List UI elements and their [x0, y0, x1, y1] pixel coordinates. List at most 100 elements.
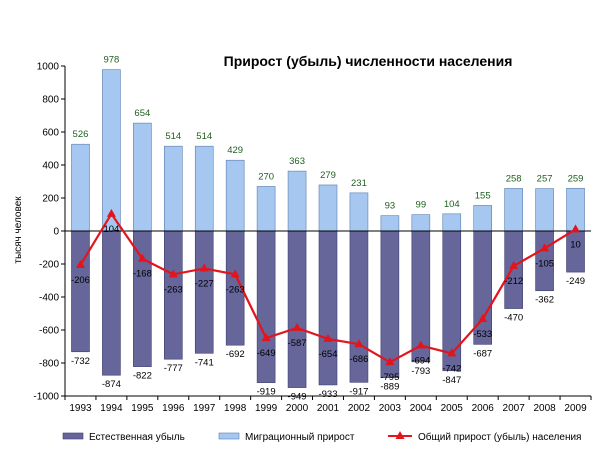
natural-decline-bar — [287, 230, 307, 388]
natural-decline-bar — [71, 230, 90, 353]
migration-bar — [504, 188, 523, 232]
natural-decline-data-label: -847 — [442, 375, 461, 386]
chart-title: Прирост (убыль) численности населения — [224, 53, 513, 69]
x-tick-label: 2004 — [410, 403, 433, 414]
total-growth-point — [540, 243, 550, 252]
migration-data-label: 258 — [506, 173, 522, 184]
migration-data-label: 231 — [351, 178, 367, 189]
x-tick-label: 2003 — [379, 403, 402, 414]
total-growth-point — [447, 348, 457, 357]
total-growth-point — [354, 339, 364, 348]
natural-decline-data-label: -822 — [133, 371, 152, 382]
natural-decline-data-label: -949 — [288, 392, 307, 403]
legend-swatch-migration — [218, 432, 240, 440]
total-growth-data-label: -533 — [473, 329, 492, 340]
natural-decline-bar — [194, 230, 214, 354]
bars-layer — [71, 69, 585, 388]
labels-layer: 526 978 654 514 514 429 270 363 279 231 93 99 104 155… — [71, 55, 585, 403]
migration-data-label: 514 — [165, 131, 181, 142]
y-tick-label: 800 — [42, 95, 59, 106]
migration-data-label: 93 — [385, 201, 396, 212]
natural-decline-data-label: -741 — [195, 357, 214, 368]
total-growth-data-label: -212 — [504, 276, 523, 287]
y-tick-label: -200 — [39, 260, 59, 271]
x-tick-label: 2001 — [317, 403, 340, 414]
total-growth-point — [199, 263, 209, 272]
total-growth-data-label: -654 — [318, 349, 337, 360]
total-growth-data-label: -263 — [164, 284, 183, 295]
migration-bar — [535, 188, 554, 232]
migration-data-label: 978 — [103, 55, 119, 66]
migration-bar — [71, 143, 90, 232]
x-tick-label: 1997 — [193, 403, 216, 414]
x-tick-label: 2005 — [441, 403, 464, 414]
total-growth-point — [478, 313, 488, 322]
x-tick-label: 2006 — [472, 403, 495, 414]
x-tick-label: 1994 — [100, 403, 123, 414]
migration-bar — [256, 186, 276, 232]
migration-data-label: 259 — [568, 173, 584, 184]
natural-decline-data-label: -777 — [164, 363, 183, 374]
total-growth-data-label: 104 — [103, 224, 119, 235]
natural-decline-data-label: -470 — [504, 313, 523, 324]
legend-label-natural: Естественная убыль — [89, 431, 185, 443]
total-growth-point — [261, 333, 271, 342]
legend-swatch-total-marker — [395, 431, 405, 439]
natural-decline-data-label: -889 — [380, 382, 399, 393]
total-growth-point — [509, 260, 519, 269]
x-tick-label: 2002 — [348, 403, 371, 414]
migration-data-label: 99 — [416, 200, 427, 211]
legend-swatch-natural — [62, 432, 84, 440]
total-growth-data-label: -795 — [380, 372, 399, 383]
line-layer — [75, 208, 581, 366]
total-growth-data-label: -168 — [133, 269, 152, 280]
natural-decline-data-label: -362 — [535, 295, 554, 306]
natural-decline-data-label: -874 — [102, 379, 121, 390]
total-growth-point — [230, 269, 240, 278]
total-growth-data-label: -587 — [288, 338, 307, 349]
migration-bar — [163, 145, 183, 232]
legend: Естественная убыль Миграционный прирост Об… — [62, 431, 581, 443]
migration-data-label: 654 — [134, 108, 150, 119]
natural-decline-data-label: -687 — [473, 348, 492, 359]
migration-bar — [133, 122, 152, 232]
migration-bar — [194, 145, 214, 232]
y-tick-label: 400 — [42, 161, 59, 172]
natural-decline-bar — [318, 230, 338, 386]
migration-data-label: 363 — [289, 156, 305, 167]
total-growth-data-label: -227 — [195, 278, 214, 289]
x-tick-label: 2007 — [503, 403, 526, 414]
natural-decline-bar — [380, 230, 400, 378]
total-growth-data-label: -686 — [349, 354, 368, 365]
natural-decline-bar — [566, 230, 585, 273]
total-growth-point — [292, 322, 302, 331]
migration-bar — [318, 184, 338, 232]
axes-layer: 10008006004002000-200-400-600-800-100019… — [33, 62, 592, 414]
migration-data-label: 279 — [320, 170, 336, 181]
natural-decline-bar — [102, 230, 121, 376]
total-growth-data-label: -105 — [535, 258, 554, 269]
migration-bar — [349, 192, 369, 232]
y-tick-label: -800 — [39, 359, 59, 370]
natural-decline-data-label: -692 — [226, 349, 245, 360]
y-tick-label: -1000 — [33, 392, 59, 403]
natural-decline-data-label: -917 — [349, 386, 368, 397]
y-tick-label: 200 — [42, 194, 59, 205]
migration-bar — [442, 213, 462, 232]
x-tick-label: 1998 — [224, 403, 247, 414]
total-growth-data-label: -742 — [442, 363, 461, 374]
migration-data-label: 526 — [73, 129, 89, 140]
total-growth-data-label: 10 — [570, 239, 581, 250]
x-tick-label: 2008 — [533, 403, 556, 414]
natural-decline-data-label: -249 — [566, 276, 585, 287]
y-tick-label: -400 — [39, 293, 59, 304]
total-growth-data-label: -263 — [226, 284, 245, 295]
y-tick-label: 1000 — [37, 62, 60, 73]
y-axis-label: тысяч человек — [13, 196, 24, 264]
total-growth-point — [75, 259, 85, 268]
x-tick-label: 1996 — [162, 403, 185, 414]
legend-label-migration: Миграционный прирост — [245, 432, 355, 443]
total-growth-point — [416, 340, 426, 349]
